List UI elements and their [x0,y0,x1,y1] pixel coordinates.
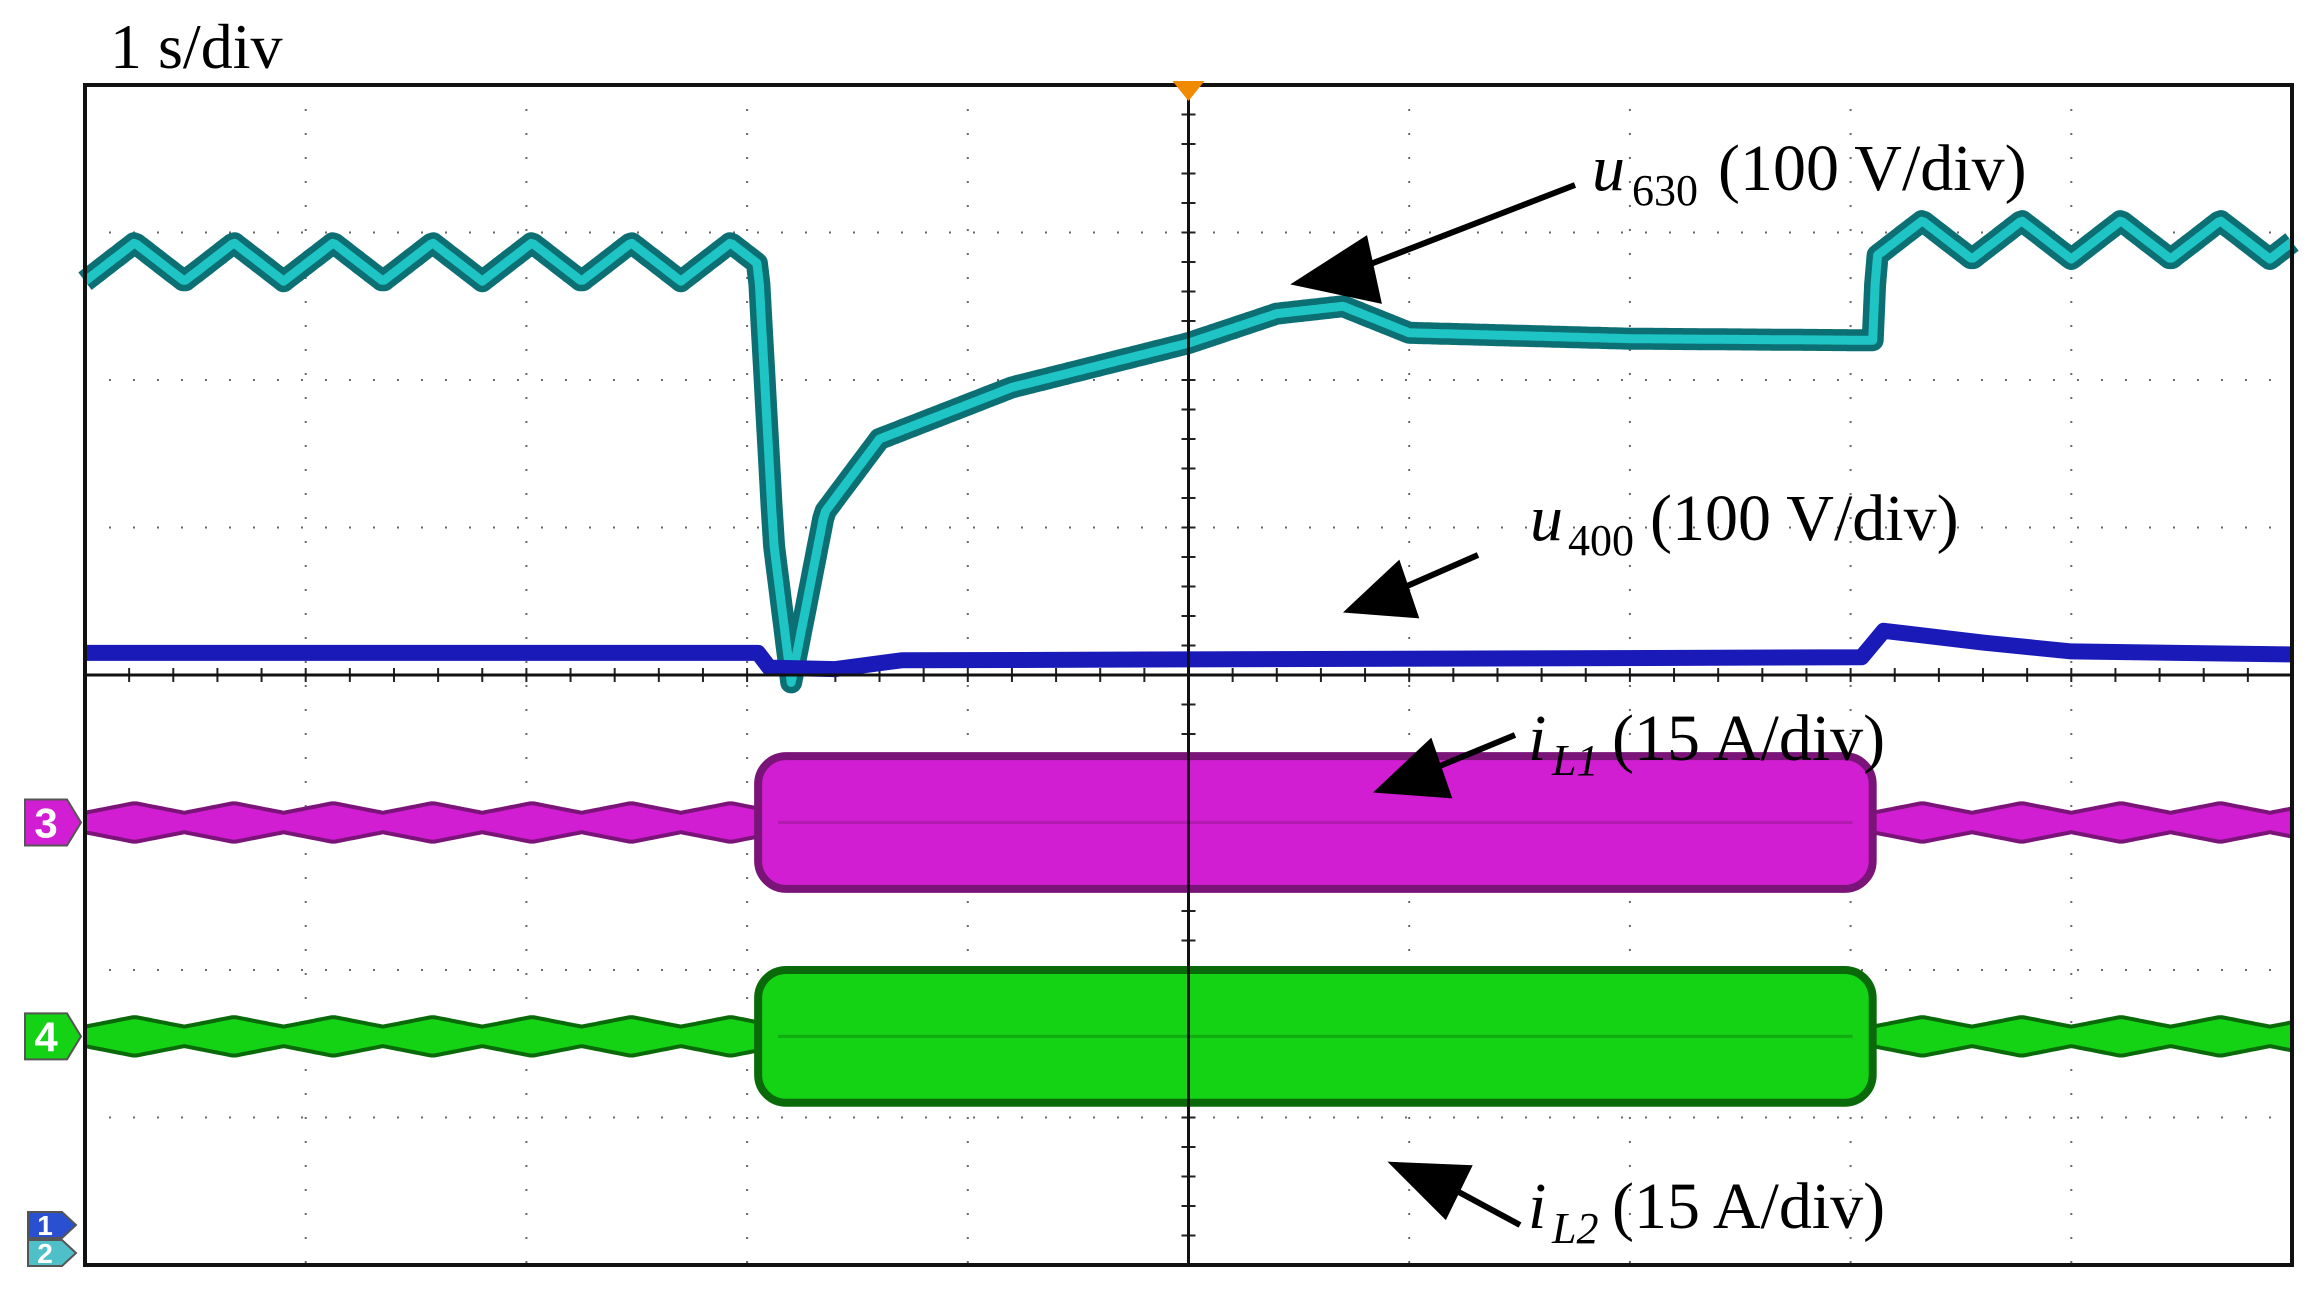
arrow-u630-head [1290,235,1382,304]
ch1-marker-label: 1 [37,1210,53,1241]
timebase-label: 1 s/div [110,11,282,82]
u400-subscript: 400 [1568,516,1634,565]
annotation-arrows [1290,182,1577,1228]
il2-symbol: i [1528,1170,1546,1243]
u630-symbol: u [1592,132,1625,205]
u630-scale: (100 V/div) [1718,132,2027,205]
u630-subscript: 630 [1632,166,1698,215]
il2-high-band [754,966,1877,1107]
ch3-marker-label: 3 [34,800,57,847]
il1-subscript: L1 [1551,736,1598,785]
trigger-marker [1172,81,1205,101]
u400-symbol: u [1530,482,1563,555]
il2-subscript: L2 [1551,1204,1598,1253]
channel-markers: 3 4 12 [24,798,83,1269]
u400-trace [85,622,2293,678]
label-u400: u 400 (100 V/div) [1530,482,1959,565]
il2-scale: (15 A/div) [1612,1170,1885,1243]
label-u630: u 630 (100 V/div) [1592,132,2027,215]
arrow-il2-head [1387,1161,1473,1221]
traces [76,210,2301,1107]
arrow-u400-head [1342,559,1420,619]
screen-frame [83,81,2294,1267]
label-il1: i L1 (15 A/div) [1528,702,1885,785]
ch2-marker [27,1239,78,1267]
arrow-il1-head [1372,737,1453,799]
ch4-marker-label: 4 [34,1013,58,1060]
arrow-u400 [1396,552,1480,593]
ch4-marker [24,1012,83,1061]
arrow-il2 [1453,1187,1522,1228]
ch3-marker [24,798,83,847]
arrow-il1 [1433,732,1517,771]
il1-high-band [754,752,1877,893]
arrow-u630 [1353,182,1577,273]
il1-symbol: i [1528,702,1546,775]
u400-scale: (100 V/div) [1650,482,1959,555]
il1-scale: (15 A/div) [1612,702,1885,775]
ch1-marker [27,1211,78,1239]
ch2-marker-label: 2 [37,1238,53,1269]
label-il2: i L2 (15 A/div) [1528,1170,1885,1253]
